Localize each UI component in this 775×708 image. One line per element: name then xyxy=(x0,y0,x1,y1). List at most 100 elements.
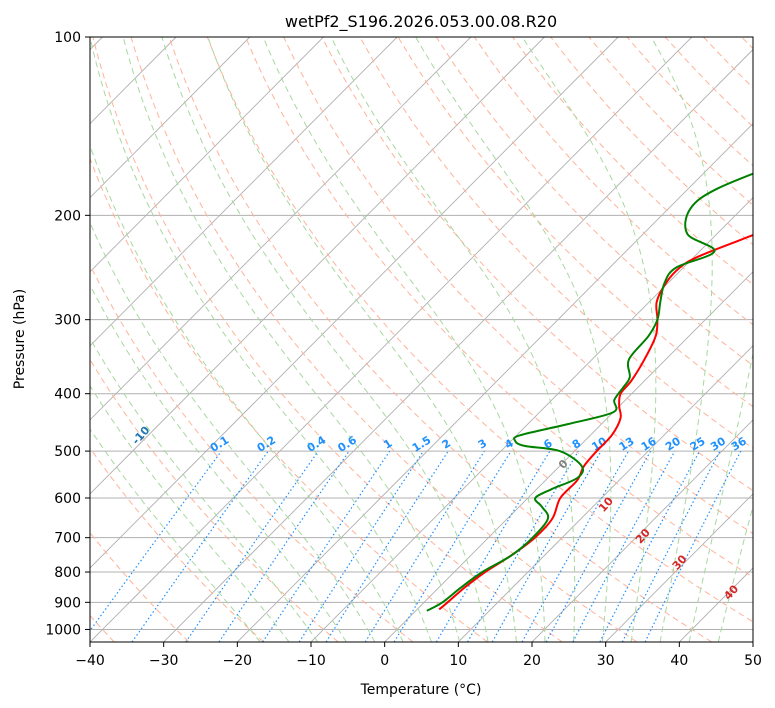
dry-adiabat-line xyxy=(321,37,753,492)
moist-adiabat-line xyxy=(650,37,713,642)
mixing-ratio-label: 0.2 xyxy=(255,433,278,454)
x-tick-label: 50 xyxy=(744,653,762,669)
mixing-ratio-line xyxy=(393,450,512,642)
dry-adiabat-line xyxy=(245,37,753,578)
x-tick-label: 20 xyxy=(523,653,541,669)
dry-adiabat-line xyxy=(130,37,638,642)
x-axis-ticks: −40 −30 −20 −10 0 10 20 30 40 50 xyxy=(75,642,762,669)
moist-adiabat-line xyxy=(717,504,753,642)
dry-adiabat-line xyxy=(473,37,753,326)
x-tick-label: −10 xyxy=(296,653,326,669)
chart-title: wetPf2_S196.2026.053.00.08.R20 xyxy=(285,12,557,32)
dry-adiabat-line xyxy=(90,531,190,642)
line-labels: 0.10.20.40.611.52346810131620253036-100-… xyxy=(129,424,749,603)
mixing-ratio-label: 2 xyxy=(440,437,453,452)
y-tick-label: 100 xyxy=(54,30,81,46)
mixing-ratio-label: 0.1 xyxy=(208,433,231,454)
isotherm-line xyxy=(458,345,753,642)
y-tick-label: 900 xyxy=(54,595,81,611)
moist-adiabat-line xyxy=(521,37,657,642)
dry-adiabat-line xyxy=(90,447,264,642)
moist-adiabat-line xyxy=(90,428,261,642)
dry-adiabat-line xyxy=(90,263,414,642)
isotherm-line xyxy=(384,271,753,642)
y-tick-label: 1000 xyxy=(45,622,81,638)
dry-adiabat-line xyxy=(283,37,753,535)
isotherm-line xyxy=(163,48,753,642)
mixing-ratio-line xyxy=(262,450,391,642)
dewpoint-profile-line xyxy=(426,172,753,612)
x-tick-label: 40 xyxy=(670,653,688,669)
y-axis-ticks: 1000 900 800 700 600 500 400 300 200 100 xyxy=(45,30,90,638)
mixing-ratio-line xyxy=(572,450,676,642)
isotherm-line xyxy=(679,567,753,642)
isotherm-line xyxy=(90,37,472,421)
dry-adiabat-line xyxy=(588,37,753,206)
x-tick-label: 10 xyxy=(449,653,467,669)
x-tick-label: −20 xyxy=(223,653,253,669)
x-tick-label: −40 xyxy=(75,653,105,669)
y-tick-label: 600 xyxy=(54,491,81,507)
moist-adiabat-line xyxy=(330,37,576,642)
y-tick-label: 500 xyxy=(54,444,81,460)
y-tick-label: 200 xyxy=(54,208,81,224)
moist-adiabat-line xyxy=(90,283,347,642)
plot-frame xyxy=(89,36,754,643)
dry-adiabat-line xyxy=(92,37,563,642)
isotherm-line xyxy=(90,37,545,495)
dry-adiabat-line xyxy=(168,37,712,642)
dry-adiabat-line xyxy=(664,37,753,128)
moist-adiabat-line xyxy=(161,37,489,642)
moist-adiabat-label: 0 xyxy=(556,457,571,472)
temperature-profile-line xyxy=(438,234,753,611)
isotherm-line xyxy=(531,419,753,642)
dry-adiabat-line xyxy=(90,157,488,642)
mixing-ratio-line xyxy=(521,450,630,642)
moist-adiabat-line xyxy=(415,37,612,642)
moist-adiabat-label: 10 xyxy=(596,494,616,514)
moist-adiabat-line xyxy=(90,337,319,642)
dry-adiabat-label: -10 xyxy=(129,424,152,448)
mixing-ratio-line xyxy=(621,450,721,642)
x-tick-label: 0 xyxy=(380,653,389,669)
isotherm-line xyxy=(605,493,753,642)
dry-adiabat-line xyxy=(741,37,753,50)
y-tick-label: 800 xyxy=(54,565,81,581)
mixing-ratio-label: 1.5 xyxy=(410,433,433,454)
dry-adiabat-line xyxy=(703,37,753,89)
moist-adiabat-line xyxy=(90,37,432,642)
moist-adiabat-label: 40 xyxy=(721,582,741,602)
isotherm-line xyxy=(752,641,753,642)
moist-adiabat-line xyxy=(207,37,517,642)
mixing-ratio-line xyxy=(364,450,485,642)
y-axis-label: Pressure (hPa) xyxy=(12,289,28,389)
isotherm-line xyxy=(90,37,619,569)
mixing-ratio-label: 3 xyxy=(476,437,489,452)
mixing-ratio-line xyxy=(545,450,652,642)
profile-series xyxy=(426,172,753,612)
isotherm-line xyxy=(90,37,251,199)
y-tick-label: 300 xyxy=(54,313,81,329)
mixing-ratio-line xyxy=(644,450,742,642)
moist-adiabat-line xyxy=(688,351,753,642)
isotherm-line xyxy=(90,37,398,347)
y-tick-label: 400 xyxy=(54,387,81,403)
moist-adiabat-line xyxy=(90,221,376,642)
moist-adiabat-line xyxy=(262,37,546,642)
x-axis-label: Temperature (°C) xyxy=(360,682,482,698)
mixing-ratio-line xyxy=(599,450,701,642)
mixing-ratio-line xyxy=(298,450,424,642)
mixing-ratio-line xyxy=(185,450,319,642)
dry-adiabat-line xyxy=(435,37,753,367)
mixing-ratio-line xyxy=(131,450,269,642)
moist-adiabat-line xyxy=(90,144,404,642)
mixing-ratio-line xyxy=(435,450,551,642)
background-lines xyxy=(90,37,753,642)
x-tick-label: 30 xyxy=(597,653,615,669)
isotherm-line xyxy=(90,37,693,642)
dry-adiabat-line xyxy=(90,358,339,642)
moist-adiabat-line xyxy=(90,384,290,642)
mixing-ratio-line xyxy=(218,450,350,642)
x-tick-label: −30 xyxy=(149,653,179,669)
